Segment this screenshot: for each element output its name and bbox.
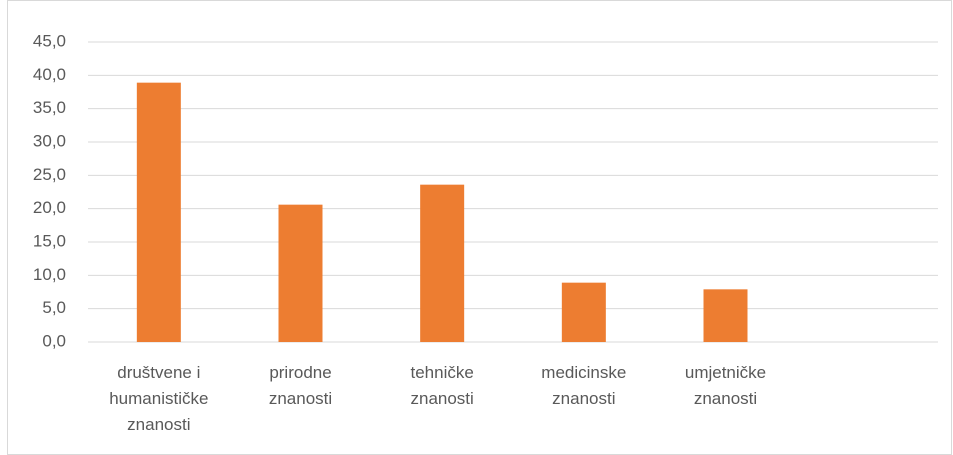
- y-tick-label: 40,0: [33, 65, 66, 84]
- bar: [561, 282, 606, 342]
- x-tick-label: medicinske znanosti: [541, 363, 627, 408]
- y-tick-label: 45,0: [33, 31, 66, 50]
- y-tick-label: 35,0: [33, 98, 66, 117]
- y-tick-label: 10,0: [33, 265, 66, 284]
- y-tick-label: 0,0: [42, 331, 66, 350]
- bar: [703, 289, 748, 342]
- y-tick-label: 25,0: [33, 165, 66, 184]
- bar: [420, 184, 465, 342]
- x-tick-label: tehničke znanosti: [410, 363, 474, 408]
- bar: [278, 204, 323, 342]
- x-tick-label: umjetničke znanosti: [684, 363, 767, 408]
- x-tick-label: društvene i humanističke znanosti: [109, 363, 209, 434]
- x-tick-label: prirodne znanosti: [268, 363, 333, 408]
- y-tick-label: 5,0: [42, 298, 66, 317]
- y-tick-label: 20,0: [33, 198, 66, 217]
- y-tick-label: 15,0: [33, 231, 66, 250]
- bar: [136, 82, 181, 343]
- y-tick-label: 30,0: [33, 131, 66, 150]
